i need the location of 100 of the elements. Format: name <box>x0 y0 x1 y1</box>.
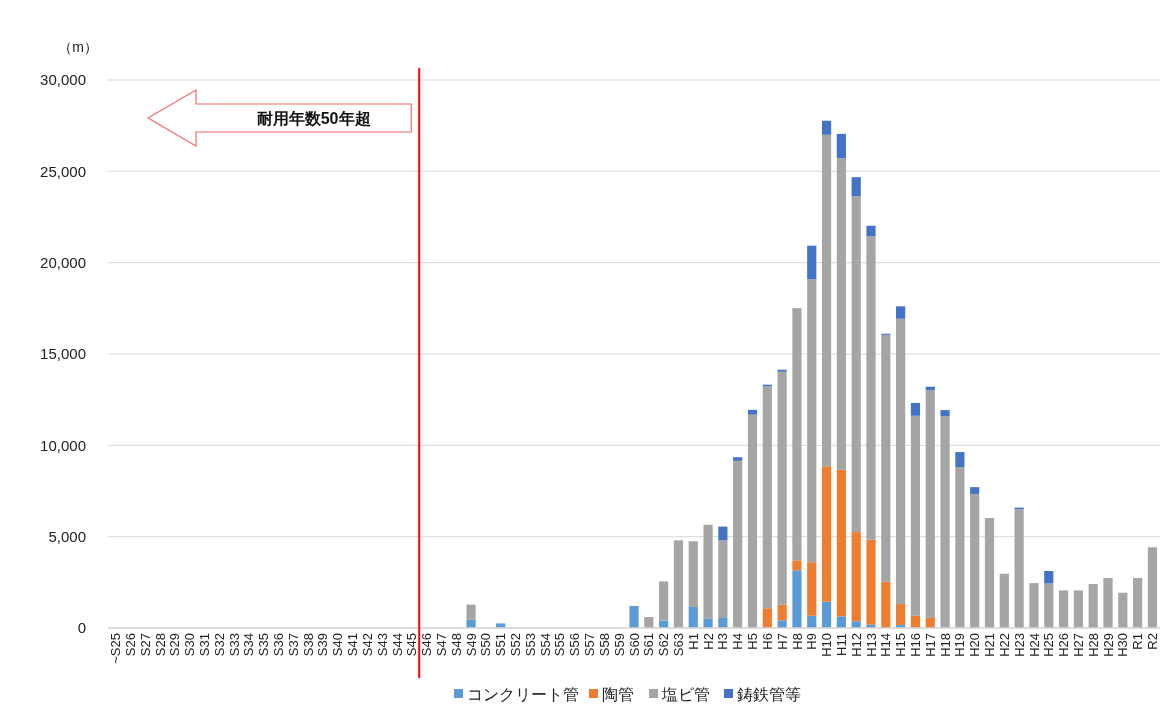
bar <box>1088 583 1098 628</box>
bar <box>910 402 921 416</box>
bar <box>866 236 876 540</box>
x-tick-label: S52 <box>508 633 524 657</box>
x-tick-label: R1 <box>1130 633 1146 650</box>
x-tick-label: ~S25 <box>108 633 124 664</box>
x-tick-label: R2 <box>1145 633 1160 650</box>
bar <box>777 604 787 621</box>
bar <box>688 606 698 628</box>
bar <box>718 540 728 618</box>
bar <box>881 334 891 582</box>
bar <box>1118 592 1128 628</box>
x-tick-label: S31 <box>196 633 212 657</box>
bar <box>851 177 861 197</box>
bar <box>881 581 891 628</box>
bar <box>821 601 832 628</box>
y-tick-label: 20,000 <box>40 253 86 271</box>
bar <box>733 460 743 628</box>
x-tick-label: H8 <box>789 633 805 650</box>
y-tick-label: 10,000 <box>40 436 86 454</box>
bar <box>1044 583 1054 628</box>
annotation: 耐用年数50年超 <box>256 109 371 127</box>
bar <box>1058 590 1069 628</box>
bar <box>792 570 802 628</box>
bar <box>629 606 639 628</box>
x-tick-label: S40 <box>330 633 346 657</box>
x-tick-label: S61 <box>641 633 657 657</box>
x-tick-label: S56 <box>567 633 583 657</box>
bar <box>999 573 1009 628</box>
x-tick-label: H3 <box>715 633 731 650</box>
x-tick-label: S45 <box>404 633 420 657</box>
bar <box>733 457 743 461</box>
x-tick-label: H2 <box>700 633 716 650</box>
x-tick-label: H16 <box>907 633 923 657</box>
bar <box>984 518 995 628</box>
x-tick-label: S46 <box>419 633 435 657</box>
x-tick-label: S35 <box>256 633 272 657</box>
bar <box>836 133 846 159</box>
x-tick-label: H30 <box>1115 633 1131 657</box>
bar <box>1133 577 1143 628</box>
bar <box>851 196 861 533</box>
x-tick-label: H20 <box>967 633 983 657</box>
x-tick-label: S57 <box>582 633 598 657</box>
x-tick-label: S32 <box>211 633 227 657</box>
x-tick-label: S34 <box>241 633 257 657</box>
x-tick-label: S28 <box>152 633 168 657</box>
x-tick-label: H7 <box>774 633 790 650</box>
x-tick-label: S62 <box>656 633 672 657</box>
x-tick-label: H14 <box>878 633 894 657</box>
bar <box>896 604 906 626</box>
bar <box>1029 583 1039 628</box>
bar <box>466 619 476 628</box>
legend-label: コンクリート管 <box>467 685 579 703</box>
x-tick-label: H6 <box>759 633 775 650</box>
x-tick-label: S27 <box>137 633 153 657</box>
bar <box>925 390 935 618</box>
x-tick-label: S38 <box>300 633 316 657</box>
bar <box>703 524 713 619</box>
legend-label: 鋳鉄管等 <box>737 685 801 703</box>
y-tick-label: 30,000 <box>40 71 86 89</box>
x-tick-label: H26 <box>1056 633 1072 657</box>
x-tick-label: S49 <box>463 633 479 657</box>
bar <box>777 369 787 372</box>
bar <box>673 540 684 628</box>
x-tick-label: H28 <box>1085 633 1101 657</box>
x-tick-label: H22 <box>996 633 1012 657</box>
bar <box>659 581 669 621</box>
x-tick-label: S26 <box>122 633 138 657</box>
x-tick-label: S54 <box>537 633 553 657</box>
x-tick-label: H9 <box>804 633 820 650</box>
x-tick-label: H25 <box>1041 633 1057 657</box>
x-tick-label: H21 <box>982 633 998 657</box>
bar <box>466 604 476 620</box>
bar <box>1073 590 1083 628</box>
x-tick-label: H24 <box>1026 633 1042 657</box>
bar <box>792 308 802 561</box>
legend-label: 陶管 <box>602 685 634 703</box>
y-tick-label: 0 <box>77 619 86 637</box>
bar <box>777 371 787 605</box>
x-tick-label: H27 <box>1070 633 1086 657</box>
x-tick-label: S33 <box>226 633 242 657</box>
x-tick-label: S51 <box>493 633 509 657</box>
x-tick-label: S59 <box>611 633 627 657</box>
x-tick-label: H17 <box>922 633 938 657</box>
x-tick-label: S53 <box>522 633 538 657</box>
bar <box>896 306 906 319</box>
bar <box>955 467 965 628</box>
x-tick-label: S42 <box>359 633 375 657</box>
bar <box>1044 571 1054 584</box>
x-tick-label: H12 <box>848 633 864 657</box>
bar <box>955 452 965 468</box>
bar <box>940 410 950 417</box>
bar <box>851 532 861 622</box>
bar <box>940 416 950 628</box>
bar <box>747 409 758 415</box>
x-tick-label: S47 <box>433 633 449 657</box>
bar <box>866 539 876 625</box>
x-tick-label: H11 <box>833 633 849 656</box>
x-tick-label: H15 <box>893 633 909 657</box>
x-tick-label: H5 <box>745 633 761 650</box>
